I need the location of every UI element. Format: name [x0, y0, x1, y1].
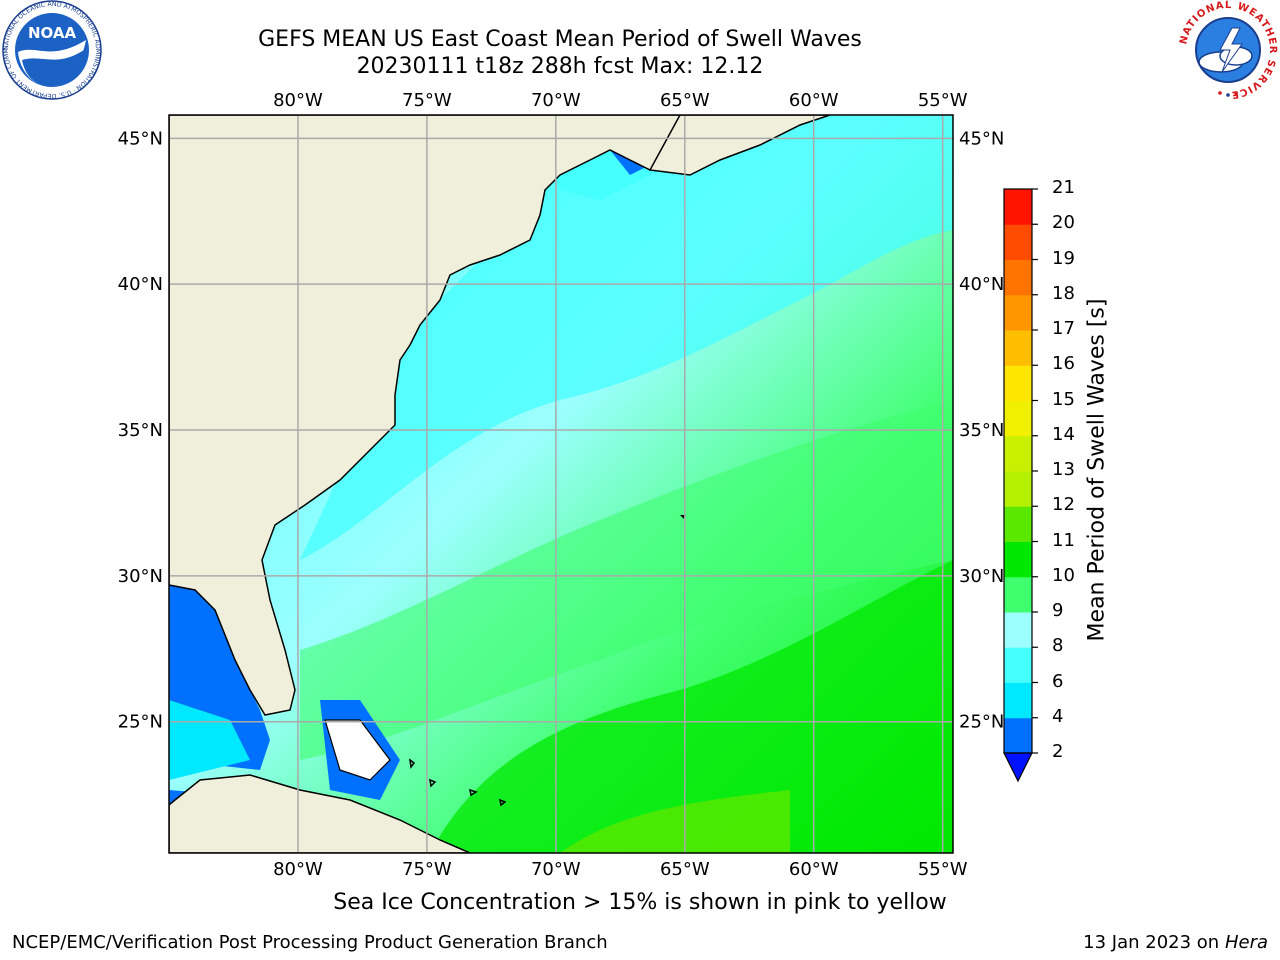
colorbar-tick-label: 14	[1052, 423, 1075, 445]
lat-label-right: 40°N	[959, 274, 1004, 295]
lon-label-top: 65°W	[660, 90, 710, 111]
colorbar-tick-label: 2	[1052, 741, 1064, 762]
lon-label-bottom: 75°W	[402, 859, 452, 880]
colorbar-tick-label: 9	[1052, 600, 1064, 621]
lon-label-top: 75°W	[402, 90, 452, 111]
map-plot-area	[169, 115, 953, 853]
bahamas-bank	[324, 719, 391, 781]
lat-labels-right: 45°N 40°N 35°N 30°N 25°N	[959, 128, 1004, 732]
map-frame	[168, 114, 954, 854]
swell-zone-9-10	[300, 400, 953, 760]
colorbar	[1003, 188, 1038, 783]
colorbar-tick-label: 16	[1052, 353, 1075, 375]
lon-labels-top: 80°W 75°W 70°W 65°W 60°W 55°W	[273, 90, 968, 111]
graticule	[169, 115, 953, 853]
map-subtitle: 20230111 t18z 288h fcst Max: 12.12	[356, 54, 764, 79]
swell-zone-11-12	[560, 790, 790, 853]
noaa-logo-text: NOAA	[28, 24, 77, 42]
lon-label-bottom: 70°W	[531, 859, 581, 880]
colorbar-segment	[1004, 400, 1032, 437]
lon-label-bottom: 60°W	[789, 859, 839, 880]
lat-label-left: 40°N	[118, 274, 163, 295]
lat-label-left: 25°N	[118, 712, 163, 733]
colorbar-segment	[1004, 471, 1032, 507]
colorbar-segment	[1004, 365, 1032, 401]
lat-labels-left: 45°N 40°N 35°N 30°N 25°N	[118, 128, 163, 732]
lat-label-right: 35°N	[959, 420, 1004, 441]
footer-date-text: 13 Jan 2023 on	[1083, 932, 1225, 953]
footer-date: 13 Jan 2023 on Hera	[1083, 932, 1268, 953]
colorbar-tick-label: 8	[1052, 635, 1064, 657]
colorbar-segment	[1004, 612, 1032, 648]
colorbar-segment	[1004, 224, 1032, 260]
colorbar-tick-label: 17	[1052, 318, 1075, 339]
footer-credit: NCEP/EMC/Verification Post Processing Pr…	[12, 932, 608, 953]
lat-label-right: 45°N	[959, 128, 1004, 149]
colorbar-title: Mean Period of Swell Waves [s]	[1084, 298, 1110, 642]
colorbar-segment	[1004, 189, 1032, 225]
colorbar-segment	[1004, 506, 1032, 542]
noaa-logo: NATIONAL OCEANIC AND ATMOSPHERIC ADMINIS…	[0, 0, 102, 100]
footer-host: Hera	[1224, 932, 1268, 953]
gulf-shelf-zone	[169, 700, 250, 780]
swell-zone-6-8	[300, 115, 953, 560]
colorbar-tick-label: 20	[1052, 212, 1075, 234]
colorbar-segment	[1004, 435, 1032, 472]
colorbar-tick-label: 18	[1052, 282, 1075, 304]
colorbar-tick-label: 4	[1052, 705, 1064, 727]
sea-ice-note: Sea Ice Concentration > 15% is shown in …	[333, 890, 947, 915]
map-title: GEFS MEAN US East Coast Mean Period of S…	[258, 27, 862, 52]
lat-label-right: 25°N	[959, 712, 1004, 733]
island-outlines	[409, 758, 507, 807]
lon-label-top: 60°W	[789, 90, 839, 111]
colorbar-tick-label: 10	[1052, 564, 1075, 586]
lon-label-bottom: 80°W	[273, 859, 323, 880]
colorbar-tick-label: 13	[1052, 459, 1075, 480]
north-america-land	[169, 115, 831, 716]
colorbar-segment	[1004, 294, 1032, 331]
lon-label-bottom: 55°W	[918, 859, 968, 880]
colorbar-segment	[1004, 647, 1032, 683]
colorbar-tick-label: 15	[1052, 388, 1075, 410]
lon-label-bottom: 65°W	[660, 859, 710, 880]
colorbar-segment	[1004, 717, 1032, 754]
colorbar-under-arrow	[1003, 752, 1033, 783]
lat-label-left: 45°N	[118, 128, 163, 149]
colorbar-segment	[1004, 576, 1032, 613]
lon-labels-bottom: 80°W 75°W 70°W 65°W 60°W 55°W	[273, 859, 968, 880]
lat-label-right: 30°N	[959, 566, 1004, 587]
swell-zone-10-11	[430, 560, 953, 853]
cuba-land	[169, 774, 471, 853]
colorbar-tick-label: 11	[1052, 529, 1075, 551]
colorbar-segment	[1004, 541, 1032, 578]
lon-label-top: 80°W	[273, 90, 323, 111]
colorbar-segment	[1004, 259, 1032, 296]
colorbar-tick-label: 6	[1052, 670, 1064, 692]
colorbar-segment	[1004, 330, 1032, 366]
nova-scotia-land	[648, 115, 831, 176]
lat-label-left: 35°N	[118, 420, 163, 441]
nws-logo: NATIONAL WEATHER SERVICE	[1178, 0, 1277, 100]
colorbar-tick-label: 19	[1052, 247, 1075, 269]
lon-label-top: 70°W	[531, 90, 581, 111]
colorbar-segment	[1004, 682, 1032, 719]
colorbar-tick-label: 12	[1052, 494, 1075, 516]
lat-label-left: 30°N	[118, 566, 163, 587]
colorbar-tick-label: 21	[1052, 177, 1075, 198]
lon-label-top: 55°W	[918, 90, 968, 111]
